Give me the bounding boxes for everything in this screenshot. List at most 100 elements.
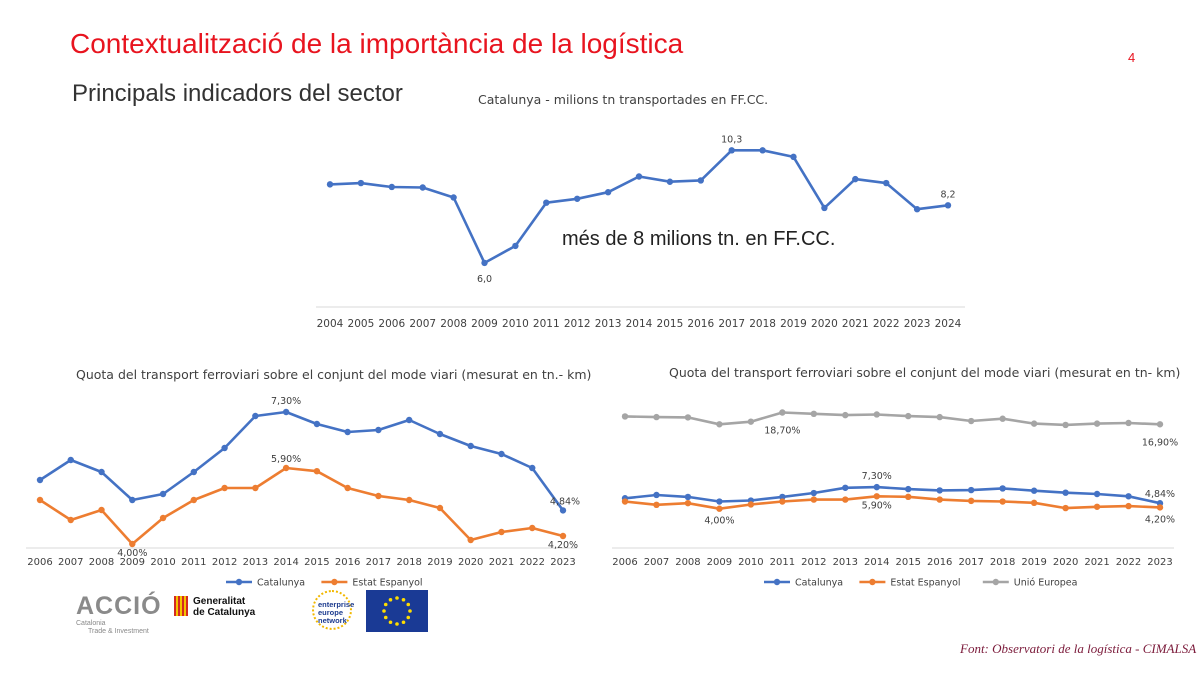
chart3-point <box>653 413 660 421</box>
chart1-x-tick: 2018 <box>749 318 776 330</box>
legend-marker <box>235 578 243 586</box>
chart2-point <box>282 408 290 416</box>
chart1-x-tick: 2019 <box>780 318 807 330</box>
chart1-x-tick: 2011 <box>533 318 560 330</box>
chart3-point <box>810 410 818 418</box>
eu-star-icon <box>401 620 406 625</box>
chart2-data-label: 4,00% <box>117 548 147 559</box>
chart2-series-catalunya <box>39 410 565 512</box>
chart1-point <box>481 259 488 267</box>
chart2-x-tick: 2021 <box>489 557 514 568</box>
chart2-point <box>436 504 444 512</box>
chart3-point <box>936 413 943 421</box>
source-note: Font: Observatori de la logística - CIMA… <box>960 641 1197 656</box>
een-line-3: network <box>318 616 347 625</box>
accio-logo: ACCIÓ Catalonia Trade & Investment <box>76 592 166 636</box>
chart3-data-label: 4,84% <box>1145 489 1175 500</box>
chart2-series-estat-espanyol <box>39 466 564 546</box>
chart3-point <box>1093 490 1101 498</box>
chart2-x-tick: 2018 <box>396 557 421 568</box>
chart1-data-label: 10,3 <box>721 134 742 145</box>
chart3-x-tick: 2012 <box>801 557 826 568</box>
chart2-legend: Catalunya Estat Espanyol <box>226 578 423 589</box>
chart2-point <box>498 528 505 536</box>
chart3-point <box>1062 489 1069 496</box>
chart2-point <box>67 456 74 464</box>
chart1-x-tick: 2017 <box>718 318 745 330</box>
chart2-point <box>313 468 321 475</box>
chart1-point <box>759 147 766 154</box>
chart3-x-tick: 2011 <box>770 557 795 568</box>
chart3-point <box>1062 421 1069 429</box>
legend-marker <box>992 578 999 586</box>
chart3-point <box>1030 487 1038 494</box>
chart3-point <box>1156 504 1164 511</box>
eu-star-icon <box>388 597 393 602</box>
chart1-x-tick: 2021 <box>842 318 869 330</box>
eu-star-icon <box>383 602 388 607</box>
chart3-point <box>873 411 880 418</box>
chart2-x-tick: 2012 <box>212 557 237 568</box>
chart1-x-tick: 2010 <box>502 318 529 330</box>
chart2-point <box>559 532 567 540</box>
chart3-point <box>779 498 786 505</box>
chart2-x-tick: 2006 <box>27 557 52 568</box>
chart3-point <box>905 412 912 420</box>
chart1-x-tick: 2006 <box>378 318 405 330</box>
chart2-point <box>467 536 474 544</box>
chart2-x-tick: 2008 <box>89 557 114 568</box>
chart3-x-tick: 2013 <box>833 557 858 568</box>
chart2-x-tick: 2015 <box>304 557 329 568</box>
chart3-data-label: 16,90% <box>1142 437 1178 448</box>
chart3-x-tick: 2015 <box>896 557 921 568</box>
accio-tagline-2: Trade & Investment <box>88 628 149 635</box>
senyera-icon <box>174 596 188 616</box>
chart3-point <box>1093 420 1101 427</box>
page-subtitle: Principals indicadors del sector <box>72 80 403 107</box>
een-line-2: europe <box>318 608 344 617</box>
chart3-point <box>716 505 723 512</box>
chart3-point <box>842 484 849 491</box>
chart2-point <box>313 420 321 428</box>
chart3-point <box>842 411 849 419</box>
chart1-x-tick: 2014 <box>626 318 653 330</box>
chart3-point <box>936 487 943 494</box>
chart2-point <box>129 496 136 504</box>
eu-star-icon <box>406 602 411 607</box>
chart3-x-tick: 2009 <box>707 557 732 568</box>
chart3-x-tick: 2020 <box>1053 557 1078 568</box>
chart1-x-tick: 2005 <box>348 318 375 330</box>
chart2-point <box>98 468 105 476</box>
chart3-point <box>653 501 660 508</box>
chart1-point <box>913 206 921 213</box>
chart3-point <box>684 493 692 501</box>
legend-label: Estat Espanyol <box>890 578 960 589</box>
chart3-plot: 2006 2007 2008 2009 2010 2011 2012 2013 2014 2015… <box>612 409 1178 568</box>
chart3-x-tick: 2008 <box>675 557 700 568</box>
chart3-data-label: 4,00% <box>704 516 734 527</box>
chart3-x-tick: 2022 <box>1116 557 1141 568</box>
chart3-series-catalunya <box>624 485 1161 505</box>
chart3-point <box>936 496 943 503</box>
chart2-point <box>98 506 105 514</box>
chart1-point <box>666 178 674 185</box>
legend-marker <box>869 578 876 586</box>
chart2-x-tick: 2009 <box>120 557 145 568</box>
chart1-point <box>543 199 550 206</box>
chart3-point <box>653 491 660 499</box>
chart3-point <box>999 485 1006 492</box>
chart2-point <box>190 468 198 476</box>
generalitat-line-1: Generalitat <box>193 596 246 607</box>
chart3-data-label: 18,70% <box>764 426 800 437</box>
een-star-ring-icon <box>312 590 352 630</box>
eu-star-icon <box>383 615 388 620</box>
legend-label: Unió Europea <box>1014 578 1078 589</box>
chart3-point <box>1093 503 1101 510</box>
chart2-point <box>252 412 259 420</box>
chart3-x-tick: 2019 <box>1021 557 1046 568</box>
chart3-point <box>842 496 849 503</box>
chart2-data-label: 4,84% <box>550 496 580 507</box>
chart2-data-label: 4,20% <box>548 540 578 551</box>
chart2-data-label: 7,30% <box>271 396 301 407</box>
chart2-point <box>405 416 413 424</box>
